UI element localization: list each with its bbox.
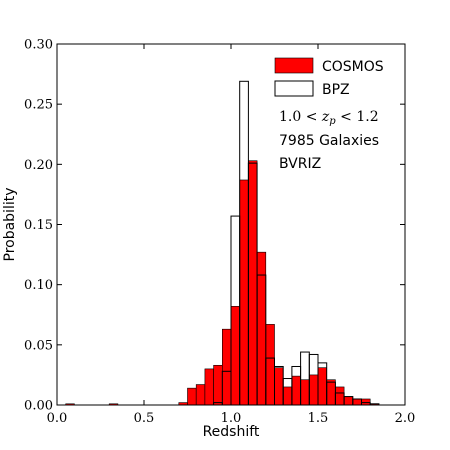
cosmos-bar [343, 396, 354, 406]
y-tick-label: 0.10 [24, 278, 53, 293]
cosmos-bar [308, 374, 319, 406]
cosmos-bar [335, 386, 345, 406]
cosmos-bar [265, 324, 275, 406]
x-tick-label: 0.0 [47, 411, 68, 426]
legend-label-cosmos: COSMOS [322, 59, 384, 75]
y-axis-title: Probability [2, 187, 18, 261]
y-tick-label: 0.15 [24, 218, 53, 233]
cosmos-bar [204, 368, 214, 406]
cosmos-bar [361, 398, 371, 406]
cosmos-bar [195, 384, 206, 406]
x-tick-label: 1.5 [308, 411, 329, 426]
x-tick-label: 1.0 [221, 411, 242, 426]
cosmos-bar [230, 306, 240, 406]
redshift-range-annotation: 1.0 < zp < 1.2 [279, 109, 379, 127]
cosmos-bar [222, 328, 232, 406]
annot-range-start: 1.0 < [279, 109, 322, 125]
cosmos-bar [300, 379, 310, 406]
cosmos-bar [187, 387, 197, 406]
annotations: 1.0 < zp < 1.2 7985 Galaxies BVRIZ [279, 109, 379, 172]
y-tick-label: 0.30 [24, 38, 53, 53]
x-tick-label: 2.0 [395, 411, 416, 426]
cosmos-bar [317, 367, 327, 406]
y-tick-label: 0.00 [24, 399, 53, 414]
axis-ticks: 0.0 0.5 1.0 1.5 2.0 0.00 0.05 0.10 0.15 0.20 0.25 0… [24, 38, 415, 427]
filter-set-annotation: BVRIZ [279, 156, 321, 172]
y-tick-label: 0.20 [24, 158, 53, 173]
cosmos-bar [274, 367, 284, 406]
legend-swatch-cosmos [274, 57, 314, 74]
cosmos-bar [326, 379, 336, 406]
cosmos-bar [291, 375, 301, 406]
cosmos-bar [352, 398, 362, 406]
legend-label-bpz: BPZ [322, 82, 350, 98]
x-axis-title: Redshift [203, 424, 260, 440]
cosmos-bars [65, 160, 380, 406]
annot-range-end: < 1.2 [336, 109, 379, 125]
legend-swatch-bpz [274, 80, 314, 97]
y-tick-label: 0.25 [24, 98, 53, 113]
cosmos-bar [239, 179, 249, 406]
cosmos-bar [213, 364, 223, 406]
annot-range-sub: p [329, 116, 336, 127]
y-tick-label: 0.05 [24, 338, 53, 353]
x-tick-label: 0.5 [134, 411, 155, 426]
cosmos-bar [282, 386, 293, 406]
annot-range-var: z [321, 109, 330, 125]
cosmos-bar [248, 160, 258, 406]
galaxy-count-annotation: 7985 Galaxies [279, 133, 379, 149]
legend: COSMOS BPZ [274, 57, 384, 98]
